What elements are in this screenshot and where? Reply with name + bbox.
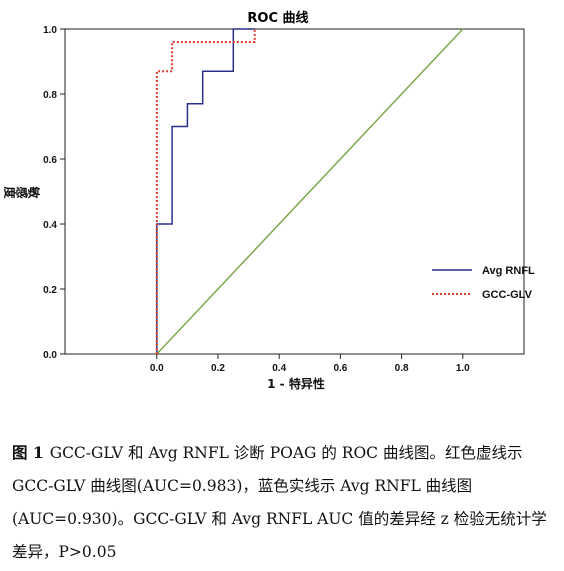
figure-caption: 图 1 GCC-GLV 和 Avg RNFL 诊断 POAG 的 ROC 曲线图。… <box>12 436 552 569</box>
x-axis-ticks: 0.0 0.2 0.4 0.6 0.8 1.0 <box>150 354 470 374</box>
x-axis-label: 1 - 特异性 <box>267 376 325 391</box>
y-tick-label: 0.2 <box>43 285 57 296</box>
series-line-gcc-glv <box>155 29 256 354</box>
chart-title: ROC 曲线 <box>247 10 308 26</box>
x-tick-label: 0.6 <box>333 363 347 374</box>
x-tick-label: 0.0 <box>150 363 164 374</box>
caption-text: GCC-GLV 和 Avg RNFL 诊断 POAG 的 ROC 曲线图。红色虚… <box>12 444 547 561</box>
legend-label-gcc-glv: GCC-GLV <box>482 289 533 301</box>
y-tick-label: 0.8 <box>43 90 57 101</box>
y-tick-label: 0.6 <box>43 155 57 166</box>
figure-label: 图 1 <box>12 443 44 462</box>
series-line-reference-diagonal <box>156 28 464 355</box>
y-tick-label: 1.0 <box>43 25 57 36</box>
y-axis-label: 敏感度 <box>3 185 41 199</box>
x-tick-label: 0.4 <box>272 363 286 374</box>
series-line-avg-rnfl <box>156 28 255 354</box>
x-tick-label: 0.8 <box>395 363 409 374</box>
y-axis-ticks: 0.0 0.2 0.4 0.6 0.8 1.0 <box>43 25 65 361</box>
legend: Avg RNFL GCC-GLV <box>432 265 535 301</box>
y-tick-label: 0.0 <box>43 350 57 361</box>
series-layer <box>155 28 464 355</box>
legend-label-avg-rnfl: Avg RNFL <box>482 265 535 277</box>
x-tick-label: 1.0 <box>456 363 470 374</box>
roc-chart: ROC 曲线 0.00.20.40.60.81.0 0.0 0.2 0.4 0.6 0.… <box>3 10 535 391</box>
y-tick-label: 0.4 <box>43 220 57 231</box>
plot-frame <box>64 28 525 355</box>
x-tick-label: 0.2 <box>211 363 225 374</box>
